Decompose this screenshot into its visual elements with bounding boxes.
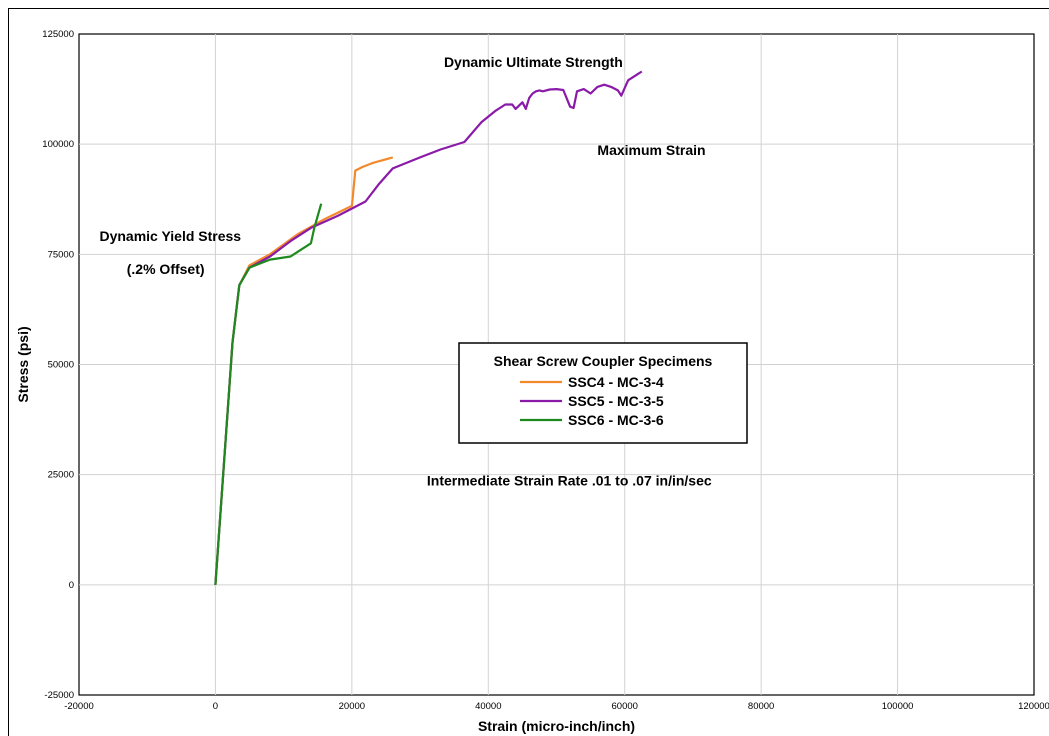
legend-title: Shear Screw Coupler Specimens <box>494 353 713 369</box>
x-tick-label: 20000 <box>339 701 365 712</box>
y-axis-label: Stress (psi) <box>15 326 31 402</box>
legend-items: SSC4 - MC-3-4 SSC5 - MC-3-5 SSC6 - MC-3-6 <box>520 374 664 428</box>
y-tick-label: 75000 <box>48 249 74 260</box>
x-tick-label: 40000 <box>475 701 501 712</box>
annotation-1: Dynamic Ultimate Strength <box>444 54 623 70</box>
x-tick-label: 80000 <box>748 701 774 712</box>
x-axis-label: Strain (micro-inch/inch) <box>478 718 635 734</box>
y-tick-label: -25000 <box>44 690 74 701</box>
x-tick-label: 100000 <box>882 701 914 712</box>
legend-label-2: SSC5 - MC-3-5 <box>568 393 664 409</box>
annotation-3: Dynamic Yield Stress <box>99 228 241 244</box>
y-axis-ticks: -25000 0 25000 50000 75000 100000 125000 <box>42 29 74 701</box>
legend: Shear Screw Coupler Specimens SSC4 - MC-… <box>459 343 747 443</box>
annotation-2: Maximum Strain <box>597 142 705 158</box>
x-tick-label: 120000 <box>1018 701 1049 712</box>
legend-label-1: SSC4 - MC-3-4 <box>568 374 664 390</box>
x-tick-label: -20000 <box>64 701 94 712</box>
x-tick-label: 60000 <box>612 701 638 712</box>
x-tick-label: 0 <box>213 701 218 712</box>
y-tick-label: 125000 <box>42 29 74 40</box>
y-tick-label: 0 <box>69 580 74 591</box>
y-tick-label: 25000 <box>48 470 74 481</box>
legend-label-3: SSC6 - MC-3-6 <box>568 412 664 428</box>
x-axis-ticks: -20000 0 20000 40000 60000 80000 100000 120000 <box>64 701 1049 712</box>
y-tick-label: 100000 <box>42 139 74 150</box>
y-tick-label: 50000 <box>48 360 74 371</box>
annotation-5: Intermediate Strain Rate .01 to .07 in/i… <box>427 473 712 489</box>
annotation-4: (.2% Offset) <box>127 261 205 277</box>
